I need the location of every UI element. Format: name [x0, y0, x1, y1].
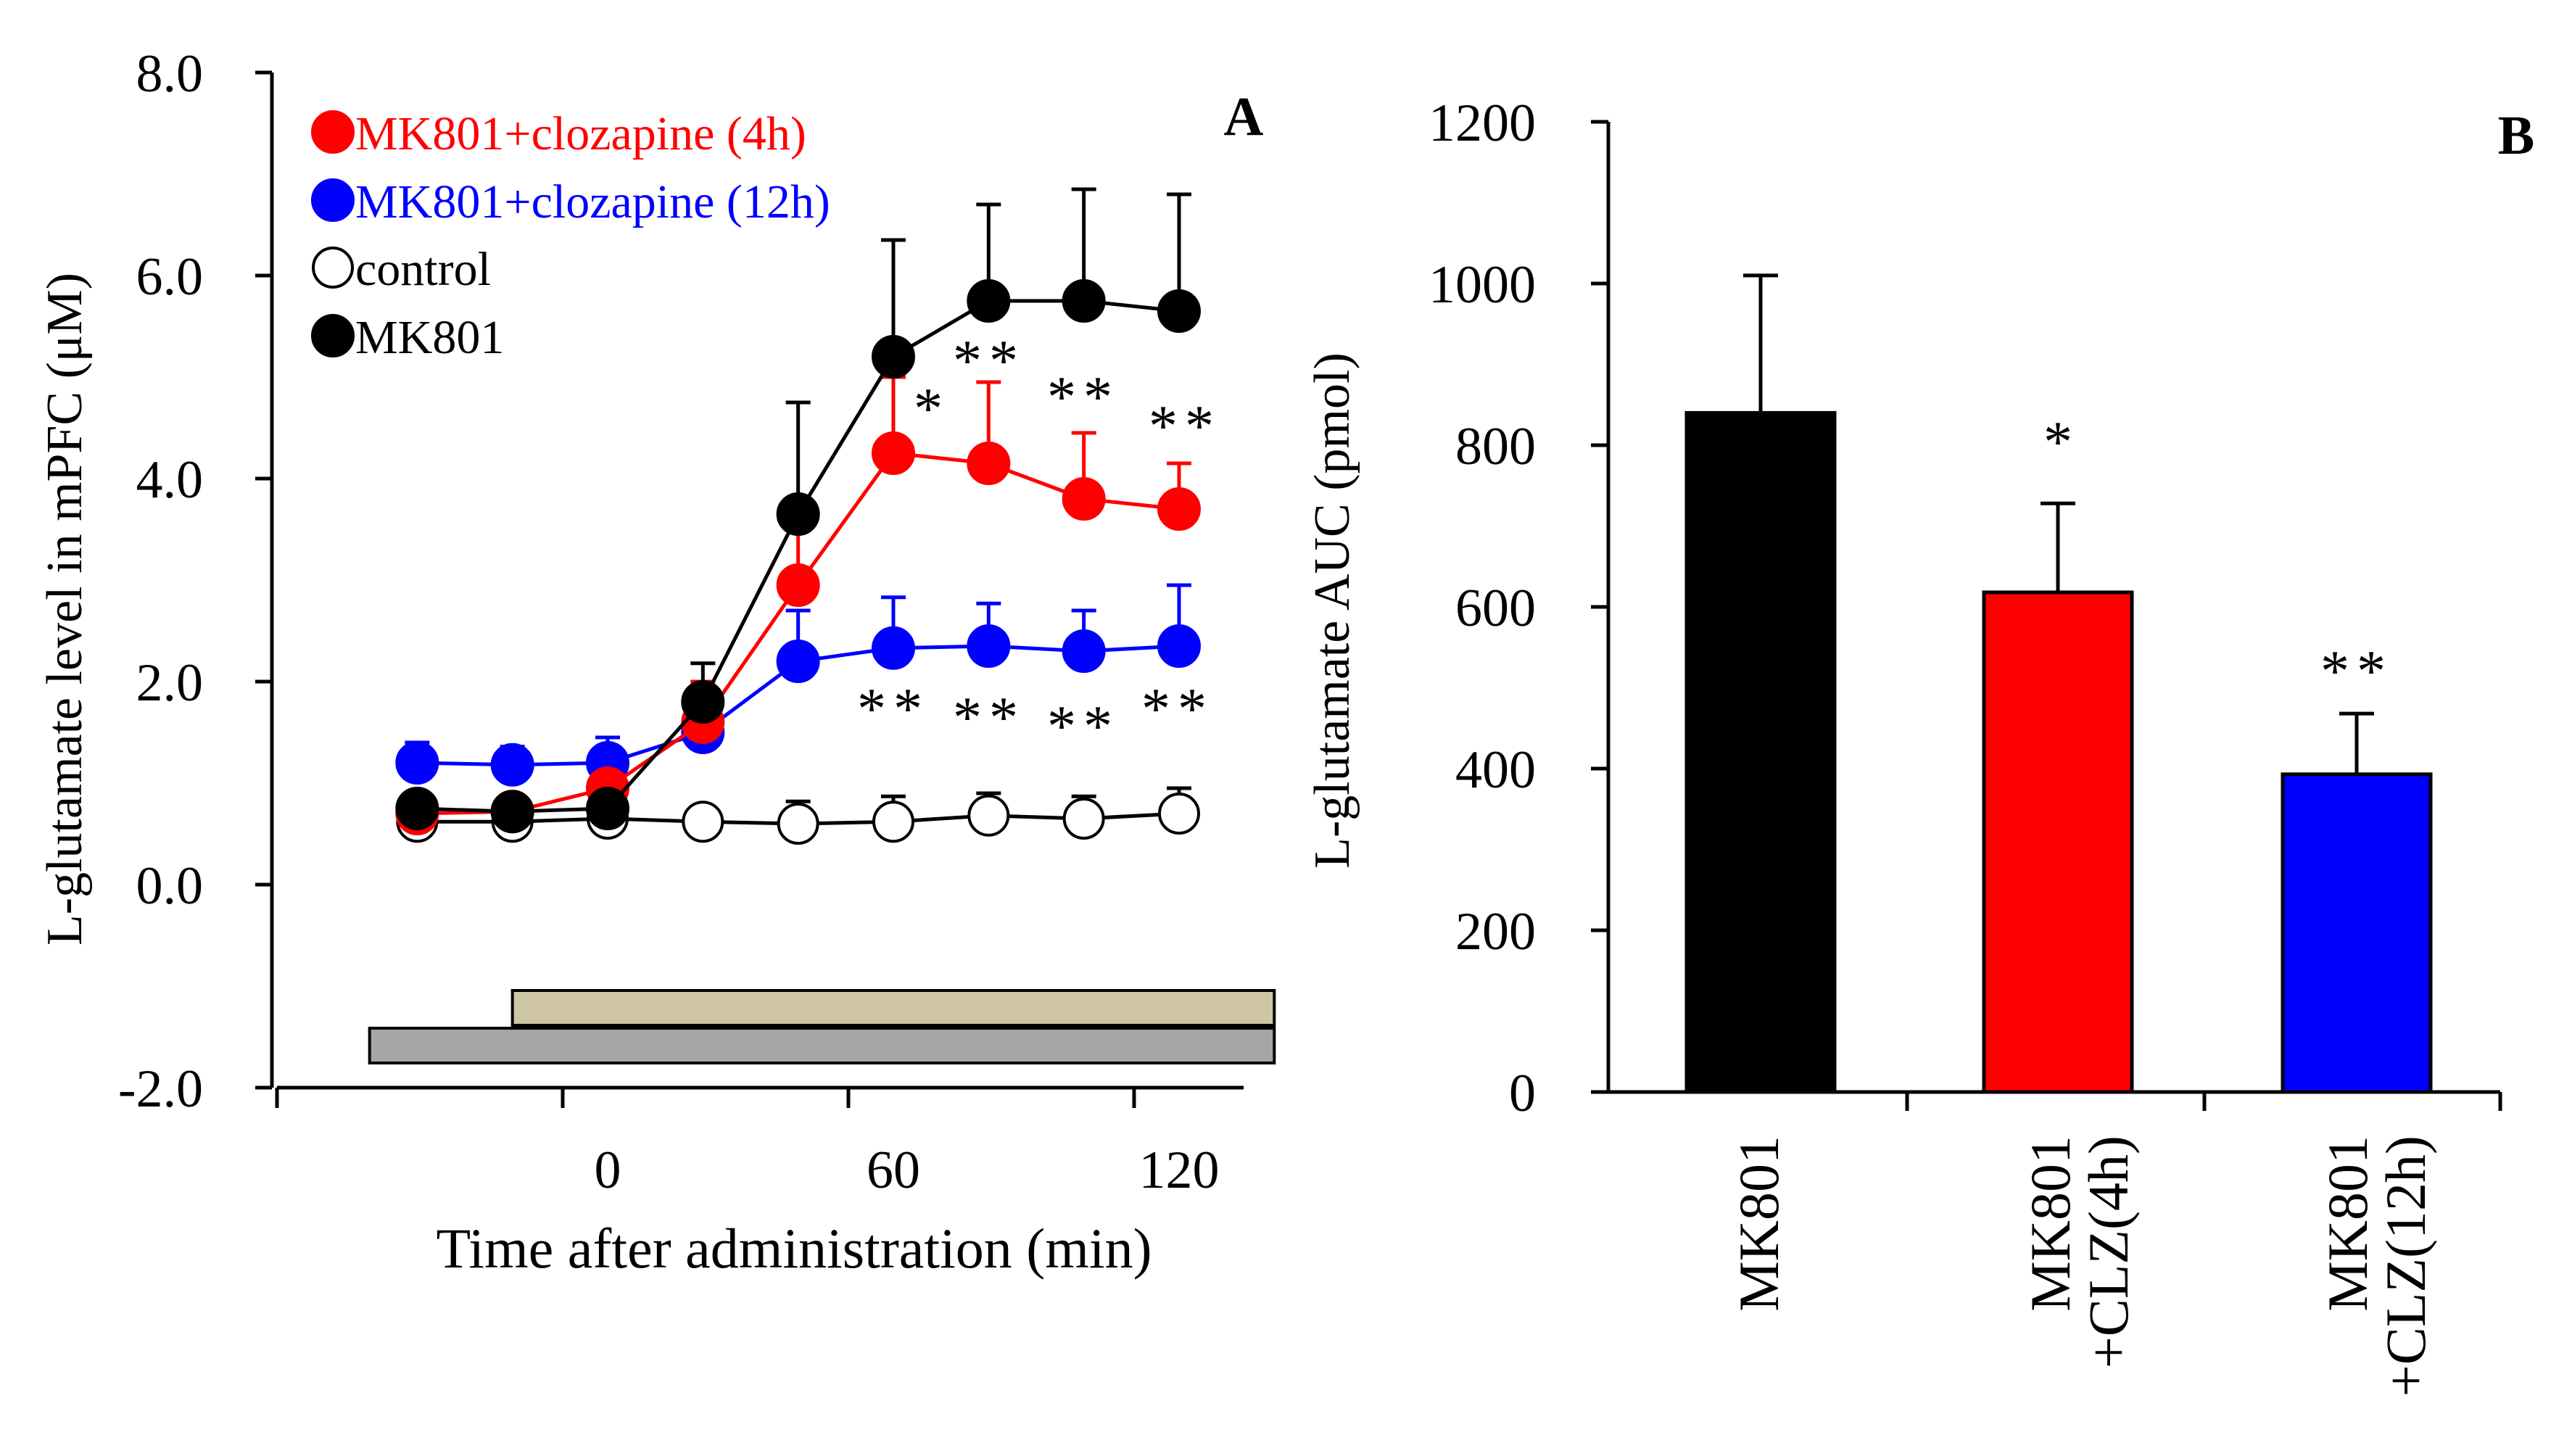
data-point — [967, 442, 1011, 485]
panel-a-y-tick-label: 6.0 — [136, 247, 204, 307]
data-point — [872, 431, 915, 475]
panel-a-x-tick-label: 120 — [1139, 1141, 1220, 1200]
panel-b-y-tick-label: 800 — [1455, 417, 1536, 476]
legend-marker-mk801 — [311, 314, 355, 357]
data-point — [1158, 793, 1200, 835]
panel-b-y-tick-label: 1000 — [1429, 255, 1536, 315]
panel-a-legend: MK801+clozapine (4h) MK801+clozapine (12… — [311, 107, 830, 364]
data-point — [490, 743, 534, 787]
data-point — [777, 803, 819, 845]
panel-a-y-tick-label: 8.0 — [136, 44, 204, 104]
data-point — [682, 801, 724, 843]
panel-a-y-tick-label: -2.0 — [118, 1059, 203, 1119]
legend-marker-clz12h — [311, 178, 355, 222]
data-point — [967, 279, 1011, 323]
data-point — [586, 787, 629, 830]
panel-b-y-tick-label: 200 — [1455, 902, 1536, 961]
data-point — [681, 680, 725, 724]
data-point — [1062, 279, 1106, 323]
panel-b-category-labels: MK801 MK801 +CLZ(4h) MK801 +CLZ(12h) — [1727, 1136, 2437, 1397]
legend-marker-control — [312, 247, 354, 289]
panel-a-x-tick-label: 60 — [867, 1141, 920, 1200]
data-point — [967, 794, 1010, 837]
data-point — [1157, 487, 1201, 531]
legend-label-control: control — [355, 243, 491, 296]
data-point — [395, 741, 439, 785]
sig-b-clz4h: * — [2043, 410, 2072, 474]
data-point — [776, 640, 820, 683]
series-mk801 — [395, 187, 1201, 834]
data-point — [1062, 629, 1106, 673]
data-point — [490, 790, 534, 834]
panel-b-y-tick-label: 600 — [1455, 579, 1536, 638]
bar-b-category-label-clz4h-line1: MK801 — [2019, 1136, 2082, 1312]
panel-b-bars — [1684, 273, 2433, 1094]
panel-a-y-ticks: 8.0 6.0 4.0 2.0 0.0 -2.0 — [118, 44, 272, 1119]
panel-a-y-tick-label: 4.0 — [136, 450, 204, 510]
legend-label-mk801: MK801 — [355, 311, 504, 364]
legend-label-clz12h: MK801+clozapine (12h) — [355, 175, 830, 228]
sig-red-t100: ** — [1047, 365, 1120, 429]
panel-a-treatment-bar-clozapine — [510, 989, 1276, 1027]
panel-a-x-ticks: 0 60 120 — [275, 1088, 1220, 1200]
panel-b-y-tick-label: 1200 — [1429, 94, 1536, 153]
panel-a-y-tick-label: 0.0 — [136, 856, 204, 916]
data-point — [1062, 798, 1105, 840]
bar-b-category-label-mk801: MK801 — [1727, 1136, 1790, 1312]
panel-a-y-tick-label: 2.0 — [136, 653, 204, 713]
panel-b-y-ticks: 1200 1000 800 600 400 200 0 — [1429, 94, 1608, 1123]
panel-a-x-axis-label: Time after administration (min) — [436, 1217, 1152, 1280]
sig-blue-t120: ** — [1141, 677, 1214, 741]
panel-b-label: B — [2498, 105, 2535, 166]
data-point — [872, 335, 915, 379]
data-point — [1157, 624, 1201, 668]
data-point — [776, 563, 820, 607]
data-point — [872, 626, 915, 670]
sig-blue-t60: ** — [857, 677, 930, 741]
legend-marker-clz4h — [311, 110, 355, 154]
data-point — [395, 787, 439, 830]
panel-a-significance: * ** ** ** ** ** ** ** — [857, 329, 1221, 758]
bar-b-category-label-clz12h-line2: +CLZ(12h) — [2374, 1136, 2437, 1397]
sig-blue-t100: ** — [1047, 695, 1120, 758]
sig-blue-t80: ** — [953, 686, 1025, 750]
panel-b-chart: B L-glutamate AUC (pmol) 1200 1000 800 6… — [1305, 94, 2534, 1397]
panel-b-y-axis-label: L-glutamate AUC (pmol) — [1305, 352, 1360, 869]
panel-b-x-ticks — [1905, 1092, 2502, 1111]
sig-red-t80: ** — [953, 329, 1025, 393]
legend-label-clz4h: MK801+clozapine (4h) — [355, 107, 806, 160]
panel-a-treatment-bar-mk801 — [368, 1027, 1276, 1064]
panel-a-x-tick-label: 0 — [595, 1141, 621, 1200]
bar-b-category-label-clz12h-line1: MK801 — [2316, 1136, 2379, 1312]
bar-b-category-label-clz4h-line2: +CLZ(4h) — [2077, 1136, 2140, 1368]
panel-a-chart: A L-glutamate level in mPFC (μM) Time af… — [37, 44, 1276, 1280]
panel-b-y-tick-label: 0 — [1509, 1064, 1536, 1123]
sig-red-t60: * — [914, 377, 943, 441]
panel-a-label: A — [1224, 86, 1264, 147]
bar-clz12h — [2281, 772, 2433, 1094]
data-point — [1157, 289, 1201, 333]
bar-mk801 — [1684, 410, 1837, 1094]
sig-b-clz12h: ** — [2320, 640, 2393, 703]
bar-clz4h — [1982, 590, 2134, 1094]
panel-a-series — [395, 187, 1201, 845]
data-point — [1062, 477, 1106, 521]
panel-b-significance: * ** — [2043, 410, 2393, 703]
data-point — [776, 492, 820, 536]
panel-a-y-axis-label: L-glutamate level in mPFC (μM) — [37, 273, 93, 946]
data-point — [872, 801, 914, 843]
panel-b-y-tick-label: 400 — [1455, 740, 1536, 800]
sig-red-t120: ** — [1149, 394, 1221, 458]
data-point — [967, 624, 1011, 668]
